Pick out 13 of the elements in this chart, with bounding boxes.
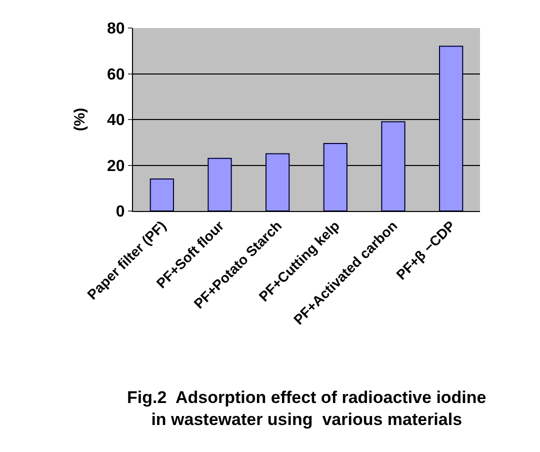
text: Fig.2 Adsorption effect of radioactive iodine in wastewater using various materials (127, 388, 486, 430)
y-tick-label: 20 (107, 158, 125, 175)
bar (323, 143, 348, 211)
bar (150, 178, 174, 211)
y-tick-label: 40 (107, 112, 125, 130)
y-tick-label: 0 (116, 204, 125, 221)
y-tick-label: 60 (107, 66, 125, 84)
bar (439, 46, 464, 211)
bar (266, 153, 290, 211)
bar (208, 158, 232, 211)
y-axis-title: (%) (71, 108, 88, 132)
y-tick-label: 80 (107, 20, 125, 38)
bar (381, 121, 406, 211)
